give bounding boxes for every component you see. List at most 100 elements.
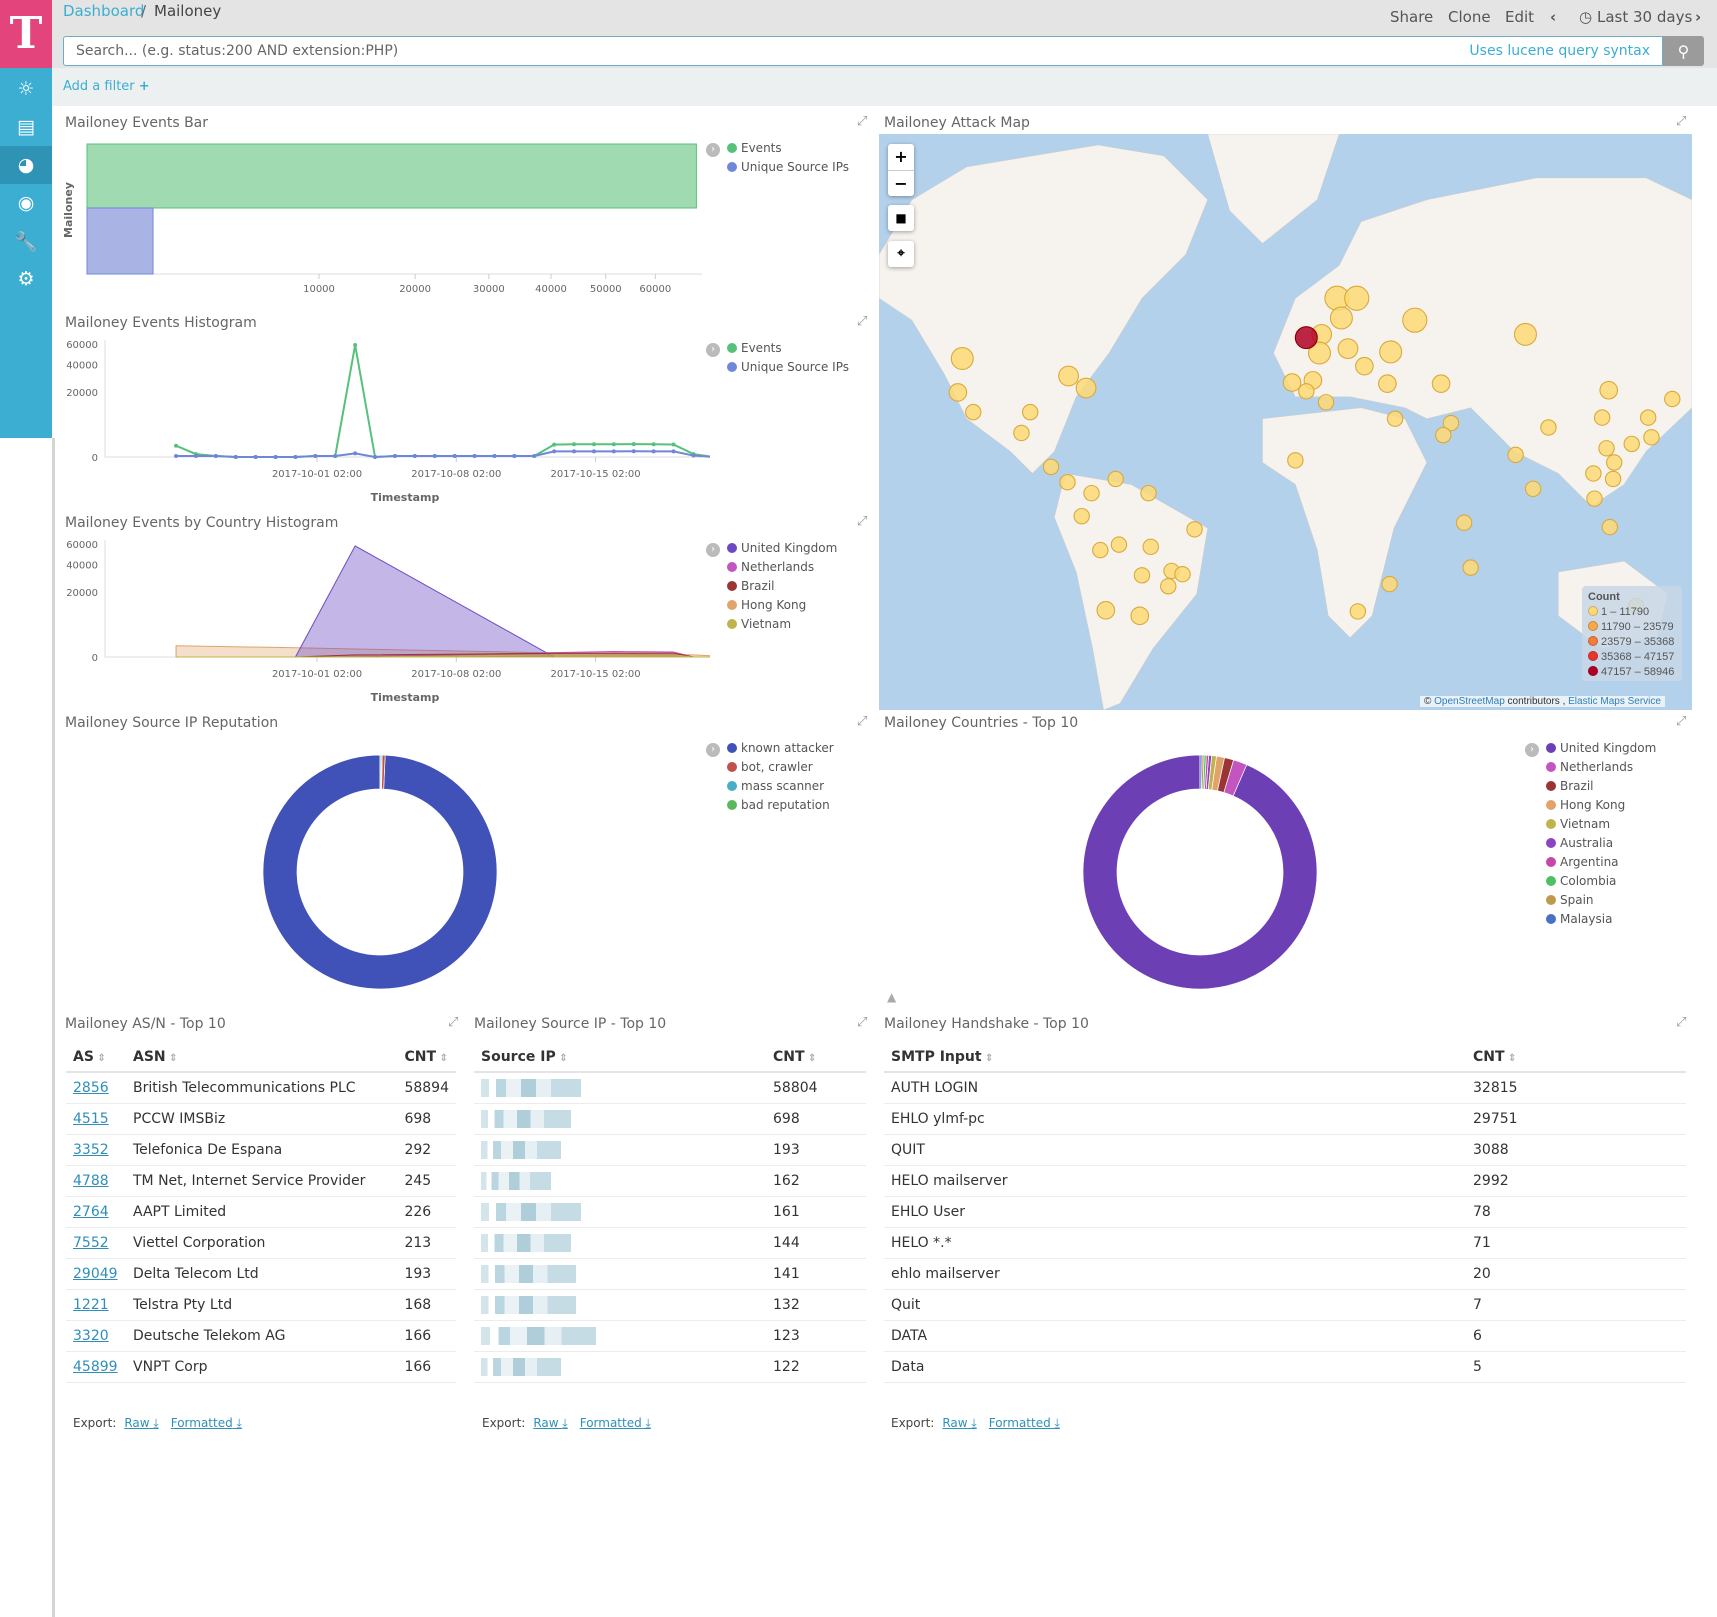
chevron-left-icon[interactable]: ‹ <box>1550 8 1557 26</box>
zoom-out-button[interactable]: − <box>894 174 908 193</box>
source-ip-cell[interactable] <box>474 1072 766 1104</box>
zoom-in-button[interactable]: + <box>888 144 914 171</box>
export-formatted-link[interactable]: Formatted ⤓ <box>171 1416 242 1430</box>
source-ip-cell[interactable] <box>474 1196 766 1228</box>
legend-toggle-icon[interactable]: › <box>706 543 720 557</box>
legend-item[interactable]: Hong Kong <box>727 596 837 615</box>
source-ip-cell[interactable] <box>474 1134 766 1166</box>
sort-icon[interactable]: ⇕ <box>436 1052 448 1064</box>
source-ip-cell[interactable] <box>474 1103 766 1135</box>
legend-item[interactable]: United Kingdom <box>727 539 837 558</box>
sort-icon[interactable]: ⇕ <box>1504 1052 1517 1064</box>
as-link[interactable]: 2856 <box>73 1079 109 1096</box>
legend-toggle-icon[interactable]: › <box>706 343 720 357</box>
bar-chart-icon[interactable]: ▤ <box>17 116 35 138</box>
as-link[interactable]: 4788 <box>73 1172 109 1189</box>
legend-item[interactable]: bot, crawler <box>727 758 834 777</box>
as-link[interactable]: 7552 <box>73 1234 109 1251</box>
compass-icon[interactable]: ☼ <box>17 78 35 100</box>
expand-icon[interactable]: ⤢ <box>857 314 868 329</box>
lucene-syntax-link[interactable]: Uses lucene query syntax <box>1469 43 1650 59</box>
as-link[interactable]: 1221 <box>73 1296 109 1313</box>
share-button[interactable]: Share <box>1390 8 1434 26</box>
legend-item[interactable]: Netherlands <box>1546 758 1656 777</box>
sort-icon[interactable]: ⇕ <box>555 1052 568 1064</box>
timelion-mask-icon[interactable]: ◉ <box>17 192 35 214</box>
ems-link[interactable]: Elastic Maps Service <box>1568 696 1661 707</box>
search-button[interactable]: ⚲ <box>1663 36 1704 66</box>
column-header[interactable]: SMTP Input ⇕ <box>884 1042 1466 1073</box>
sort-icon[interactable]: ⇕ <box>165 1052 178 1064</box>
legend-item[interactable]: Unique Source IPs <box>727 358 849 377</box>
sort-icon[interactable]: ⇕ <box>93 1052 106 1064</box>
expand-icon[interactable]: ⤢ <box>1676 114 1687 129</box>
add-filter-button[interactable]: Add a filter + <box>63 79 150 94</box>
legend-toggle-icon[interactable]: › <box>706 143 720 157</box>
collapse-icon[interactable]: ▲ <box>887 990 897 1004</box>
sort-icon[interactable]: ⇕ <box>981 1052 994 1064</box>
legend-item[interactable]: Vietnam <box>1546 815 1656 834</box>
legend-item[interactable]: Netherlands <box>727 558 837 577</box>
column-header[interactable]: CNT ⇕ <box>766 1042 866 1073</box>
source-ip-cell[interactable] <box>474 1320 766 1352</box>
legend-item[interactable]: Unique Source IPs <box>727 158 849 177</box>
export-raw-link[interactable]: Raw ⤓ <box>124 1416 158 1430</box>
breadcrumb-dashboard[interactable]: Dashboard <box>63 2 145 20</box>
legend-item[interactable]: Malaysia <box>1546 910 1656 929</box>
as-link[interactable]: 4515 <box>73 1110 109 1127</box>
as-link[interactable]: 45899 <box>73 1358 118 1375</box>
expand-icon[interactable]: ⤢ <box>857 1015 868 1030</box>
source-ip-cell[interactable] <box>474 1351 766 1383</box>
draw-rectangle-icon[interactable]: ■ <box>888 205 914 231</box>
column-header[interactable]: ASN ⇕ <box>126 1042 398 1073</box>
chevron-right-icon[interactable]: › <box>1695 8 1702 26</box>
as-link[interactable]: 2764 <box>73 1203 109 1220</box>
legend-item[interactable]: Hong Kong <box>1546 796 1656 815</box>
column-header[interactable]: AS ⇕ <box>66 1042 126 1073</box>
time-range-picker[interactable]: Last 30 days <box>1597 8 1693 26</box>
crop-icon[interactable]: ⌖ <box>888 241 914 267</box>
legend-item[interactable]: Events <box>727 339 849 358</box>
source-ip-cell[interactable] <box>474 1289 766 1321</box>
attack-map[interactable] <box>879 134 1692 710</box>
legend-item[interactable]: Vietnam <box>727 615 837 634</box>
legend-toggle-icon[interactable]: › <box>706 743 720 757</box>
dashboard-icon[interactable]: ◕ <box>0 146 52 184</box>
legend-item[interactable]: bad reputation <box>727 796 834 815</box>
gear-icon[interactable]: ⚙ <box>17 268 35 290</box>
osm-link[interactable]: OpenStreetMap <box>1434 696 1505 707</box>
sort-icon[interactable]: ⇕ <box>804 1052 817 1064</box>
as-link[interactable]: 3320 <box>73 1327 109 1344</box>
legend-item[interactable]: Spain <box>1546 891 1656 910</box>
clone-button[interactable]: Clone <box>1448 8 1491 26</box>
legend-item[interactable]: Australia <box>1546 834 1656 853</box>
expand-icon[interactable]: ⤢ <box>1676 1015 1687 1030</box>
export-formatted-link[interactable]: Formatted ⤓ <box>989 1416 1060 1430</box>
legend-item[interactable]: Brazil <box>1546 777 1656 796</box>
edit-button[interactable]: Edit <box>1505 8 1535 26</box>
as-link[interactable]: 3352 <box>73 1141 109 1158</box>
expand-icon[interactable]: ⤢ <box>1676 714 1687 729</box>
expand-icon[interactable]: ⤢ <box>857 714 868 729</box>
expand-icon[interactable]: ⤢ <box>857 114 868 129</box>
search-input[interactable]: Search... (e.g. status:200 AND extension… <box>63 36 1663 66</box>
source-ip-cell[interactable] <box>474 1258 766 1290</box>
legend-item[interactable]: Argentina <box>1546 853 1656 872</box>
legend-item[interactable]: Events <box>727 139 849 158</box>
as-link[interactable]: 29049 <box>73 1265 118 1282</box>
legend-item[interactable]: mass scanner <box>727 777 834 796</box>
legend-item[interactable]: United Kingdom <box>1546 739 1656 758</box>
expand-icon[interactable]: ⤢ <box>857 514 868 529</box>
legend-item[interactable]: known attacker <box>727 739 834 758</box>
legend-toggle-icon[interactable]: › <box>1525 743 1539 757</box>
column-header[interactable]: CNT ⇕ <box>397 1042 456 1073</box>
legend-item[interactable]: Colombia <box>1546 872 1656 891</box>
source-ip-cell[interactable] <box>474 1227 766 1259</box>
export-raw-link[interactable]: Raw ⤓ <box>533 1416 567 1430</box>
source-ip-cell[interactable] <box>474 1165 766 1197</box>
export-raw-link[interactable]: Raw ⤓ <box>942 1416 976 1430</box>
export-formatted-link[interactable]: Formatted ⤓ <box>580 1416 651 1430</box>
legend-item[interactable]: Brazil <box>727 577 837 596</box>
column-header[interactable]: Source IP ⇕ <box>474 1042 766 1073</box>
telekom-logo[interactable]: T <box>0 0 52 68</box>
